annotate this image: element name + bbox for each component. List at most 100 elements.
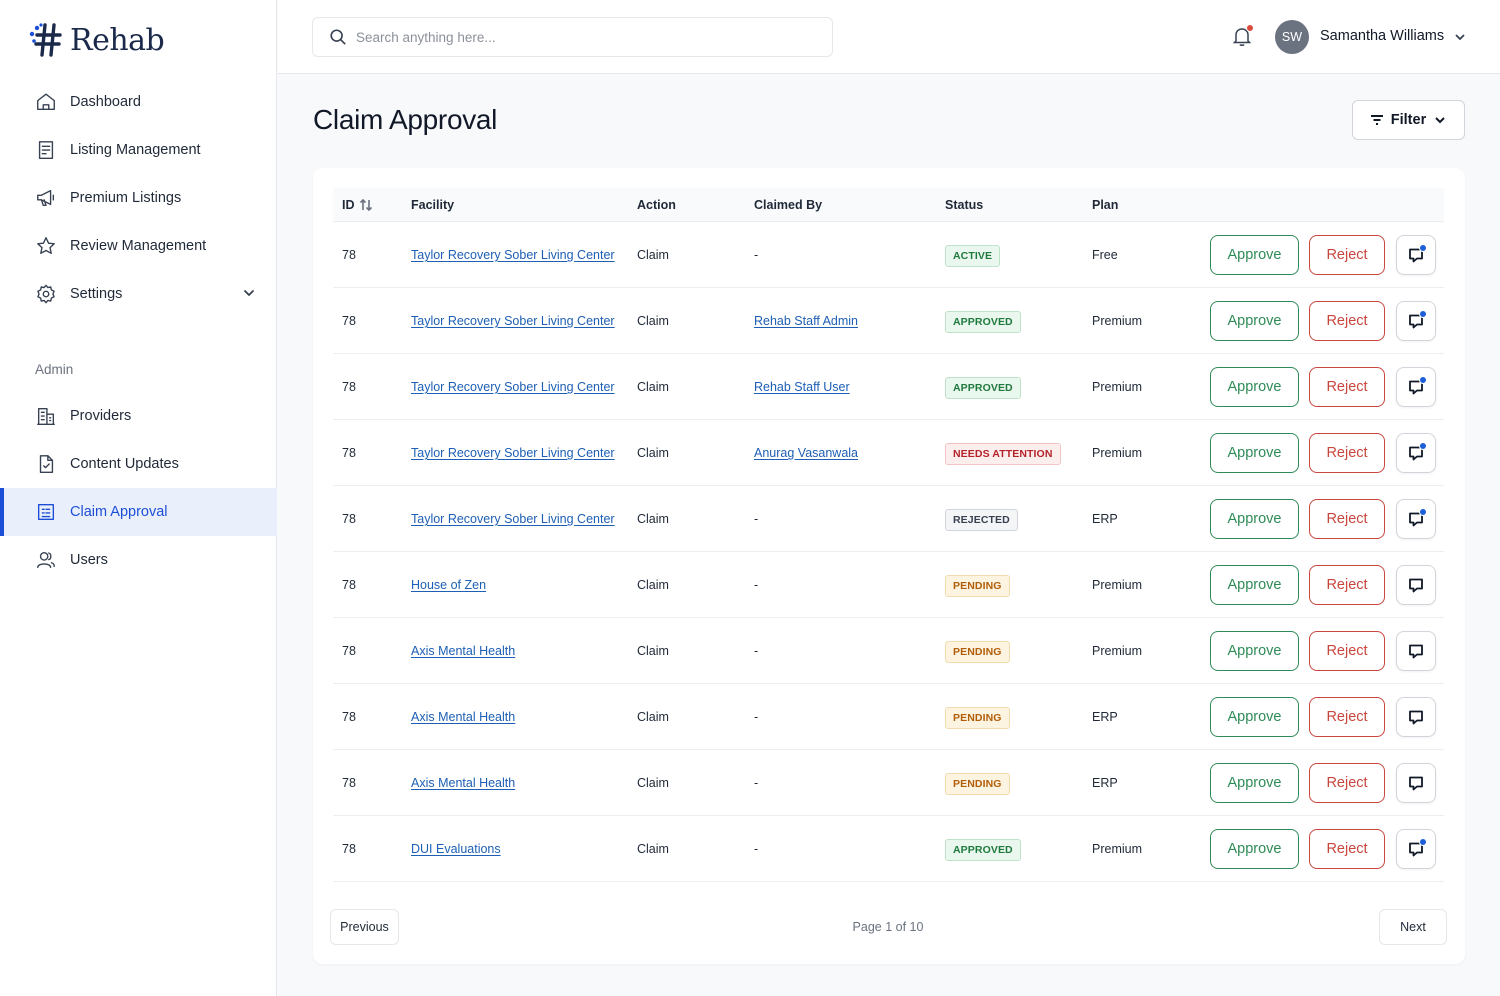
row-action: Claim xyxy=(637,380,669,394)
facility-link[interactable]: Taylor Recovery Sober Living Center xyxy=(411,248,615,262)
approve-button[interactable]: Approve xyxy=(1210,433,1299,473)
reject-button[interactable]: Reject xyxy=(1309,631,1385,671)
approve-button[interactable]: Approve xyxy=(1210,697,1299,737)
chevron-down-icon[interactable] xyxy=(1452,29,1468,45)
reject-button[interactable]: Reject xyxy=(1309,565,1385,605)
reject-button[interactable]: Reject xyxy=(1309,763,1385,803)
building-icon xyxy=(35,405,57,427)
sidebar-item-content-updates[interactable]: Content Updates xyxy=(0,440,277,488)
status-badge: PENDING xyxy=(945,575,1010,597)
facility-link[interactable]: Taylor Recovery Sober Living Center xyxy=(411,446,615,460)
reject-button[interactable]: Reject xyxy=(1309,433,1385,473)
approve-button[interactable]: Approve xyxy=(1210,565,1299,605)
facility-link[interactable]: DUI Evaluations xyxy=(411,842,501,856)
row-id: 78 xyxy=(342,380,356,394)
sidebar-item-settings[interactable]: Settings xyxy=(0,270,277,318)
facility-link[interactable]: Taylor Recovery Sober Living Center xyxy=(411,512,615,526)
filter-lines-icon xyxy=(1370,115,1383,125)
status-badge: APPROVED xyxy=(945,839,1021,861)
star-icon xyxy=(35,235,57,257)
message-icon xyxy=(1409,578,1423,593)
approve-button[interactable]: Approve xyxy=(1210,829,1299,869)
sidebar-item-users[interactable]: Users xyxy=(0,536,277,584)
claimed-by[interactable]: Rehab Staff User xyxy=(754,380,850,394)
comment-button[interactable] xyxy=(1396,829,1436,869)
comment-button[interactable] xyxy=(1396,499,1436,539)
claimed-by: - xyxy=(754,644,759,658)
reject-button[interactable]: Reject xyxy=(1309,367,1385,407)
topbar: SW Samantha Williams xyxy=(278,0,1500,74)
claimed-by: - xyxy=(754,710,759,724)
sidebar-item-dashboard[interactable]: Dashboard xyxy=(0,78,277,126)
claimed-by: - xyxy=(754,248,759,262)
search-input[interactable] xyxy=(356,29,796,45)
column-header-id[interactable]: ID xyxy=(342,198,373,212)
approve-button[interactable]: Approve xyxy=(1210,367,1299,407)
sidebar-item-premium-listings[interactable]: Premium Listings xyxy=(0,174,277,222)
unread-comment-dot xyxy=(1419,310,1427,318)
next-page-button[interactable]: Next xyxy=(1379,909,1447,945)
filter-button[interactable]: Filter xyxy=(1352,100,1465,140)
claimed-by[interactable]: Rehab Staff Admin xyxy=(754,314,859,328)
facility-link[interactable]: Axis Mental Health xyxy=(411,776,516,790)
comment-button[interactable] xyxy=(1396,763,1436,803)
row-plan: Free xyxy=(1092,248,1118,262)
chevron-down-icon[interactable] xyxy=(241,285,257,301)
approve-button[interactable]: Approve xyxy=(1210,499,1299,539)
search-box[interactable] xyxy=(312,17,833,57)
facility-link[interactable]: Axis Mental Health xyxy=(411,710,516,724)
user-name[interactable]: Samantha Williams xyxy=(1320,28,1445,44)
row-id: 78 xyxy=(342,710,356,724)
reject-button[interactable]: Reject xyxy=(1309,499,1385,539)
facility-link[interactable]: House of Zen xyxy=(411,578,487,592)
status-badge: REJECTED xyxy=(945,509,1018,531)
comment-button[interactable] xyxy=(1396,301,1436,341)
row-id: 78 xyxy=(342,512,356,526)
table-row: 78 Axis Mental Health Claim - PENDING ERP Appr… xyxy=(333,684,1444,750)
comment-button[interactable] xyxy=(1396,631,1436,671)
avatar[interactable]: SW xyxy=(1275,20,1309,54)
row-id: 78 xyxy=(342,776,356,790)
comment-button[interactable] xyxy=(1396,565,1436,605)
row-plan: Premium xyxy=(1092,578,1143,592)
row-id: 78 xyxy=(342,842,356,856)
reject-button[interactable]: Reject xyxy=(1309,697,1385,737)
facility-link[interactable]: Taylor Recovery Sober Living Center xyxy=(411,314,615,328)
sidebar-item-claim-approval[interactable]: Claim Approval xyxy=(0,488,277,536)
sidebar-item-listing-management[interactable]: Listing Management xyxy=(0,126,277,174)
approve-button[interactable]: Approve xyxy=(1210,763,1299,803)
claimed-by: - xyxy=(754,776,759,790)
row-id: 78 xyxy=(342,446,356,460)
approve-button[interactable]: Approve xyxy=(1210,301,1299,341)
claimed-by[interactable]: Anurag Vasanwala xyxy=(754,446,859,460)
sidebar: Rehab Dashboard Listing Management Premi… xyxy=(0,0,277,996)
unread-comment-dot xyxy=(1419,442,1427,450)
sidebar-item-label: Providers xyxy=(70,408,132,424)
comment-button[interactable] xyxy=(1396,697,1436,737)
comment-button[interactable] xyxy=(1396,367,1436,407)
facility-link[interactable]: Taylor Recovery Sober Living Center xyxy=(411,380,615,394)
notifications-button[interactable] xyxy=(1230,24,1254,48)
brand-logo[interactable]: Rehab xyxy=(28,22,165,58)
admin-nav: Providers Content Updates Claim Approval… xyxy=(0,392,277,584)
comment-button[interactable] xyxy=(1396,433,1436,473)
facility-link[interactable]: Axis Mental Health xyxy=(411,644,516,658)
previous-page-button[interactable]: Previous xyxy=(330,909,399,945)
table-row: 78 House of Zen Claim - PENDING Premium Approv… xyxy=(333,552,1444,618)
sidebar-item-label: Settings xyxy=(70,286,123,302)
row-action: Claim xyxy=(637,776,669,790)
row-plan: ERP xyxy=(1092,512,1118,526)
reject-button[interactable]: Reject xyxy=(1309,235,1385,275)
reject-button[interactable]: Reject xyxy=(1309,301,1385,341)
approve-button[interactable]: Approve xyxy=(1210,235,1299,275)
sidebar-item-label: Users xyxy=(70,552,108,568)
column-header-action: Action xyxy=(637,198,676,212)
reject-button[interactable]: Reject xyxy=(1309,829,1385,869)
status-badge: ACTIVE xyxy=(945,245,1001,267)
approve-button[interactable]: Approve xyxy=(1210,631,1299,671)
comment-button[interactable] xyxy=(1396,235,1436,275)
sidebar-item-providers[interactable]: Providers xyxy=(0,392,277,440)
sidebar-item-label: Premium Listings xyxy=(70,190,182,206)
sort-icon[interactable] xyxy=(359,198,373,212)
sidebar-item-review-management[interactable]: Review Management xyxy=(0,222,277,270)
